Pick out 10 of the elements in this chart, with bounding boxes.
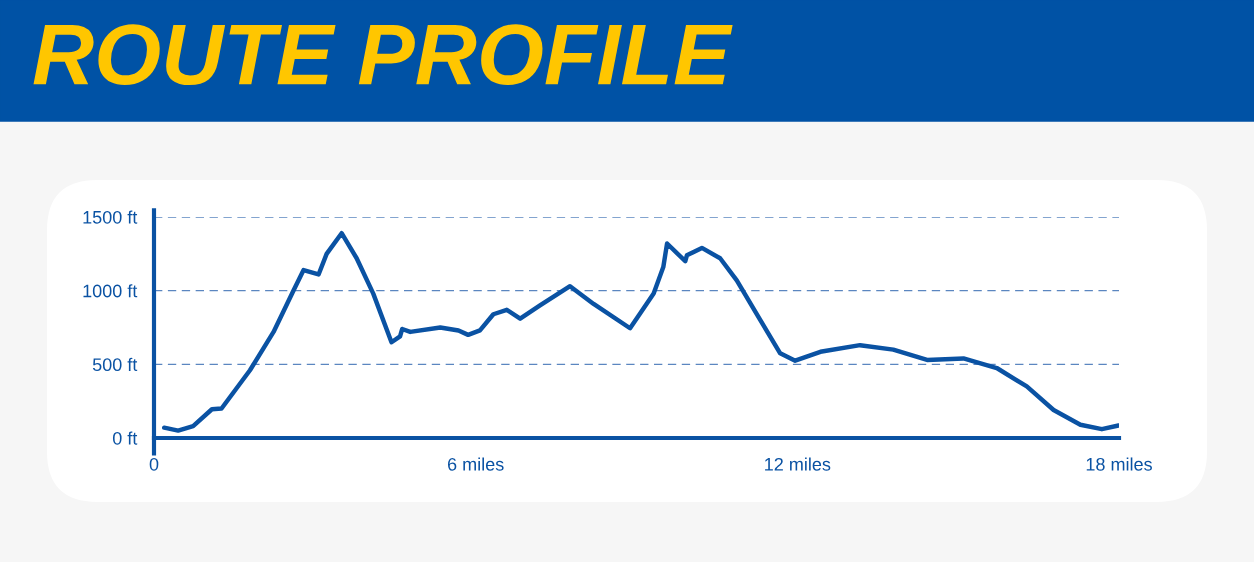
x-tick-label: 0 (149, 457, 159, 471)
y-tick-label: 1000 ft (83, 284, 138, 298)
y-tick-label: 0 ft (112, 431, 138, 445)
line-series (161, 230, 1119, 433)
y-tick-label: 1500 ft (83, 210, 138, 224)
x-tick-label: 6 miles (447, 457, 504, 471)
x-tick-label: 18 miles (1086, 457, 1152, 471)
chart-title: ROUTE PROFILE (33, 24, 733, 86)
x-tick-label: 12 miles (765, 457, 831, 471)
y-tick-label: 500 ft (92, 357, 138, 372)
